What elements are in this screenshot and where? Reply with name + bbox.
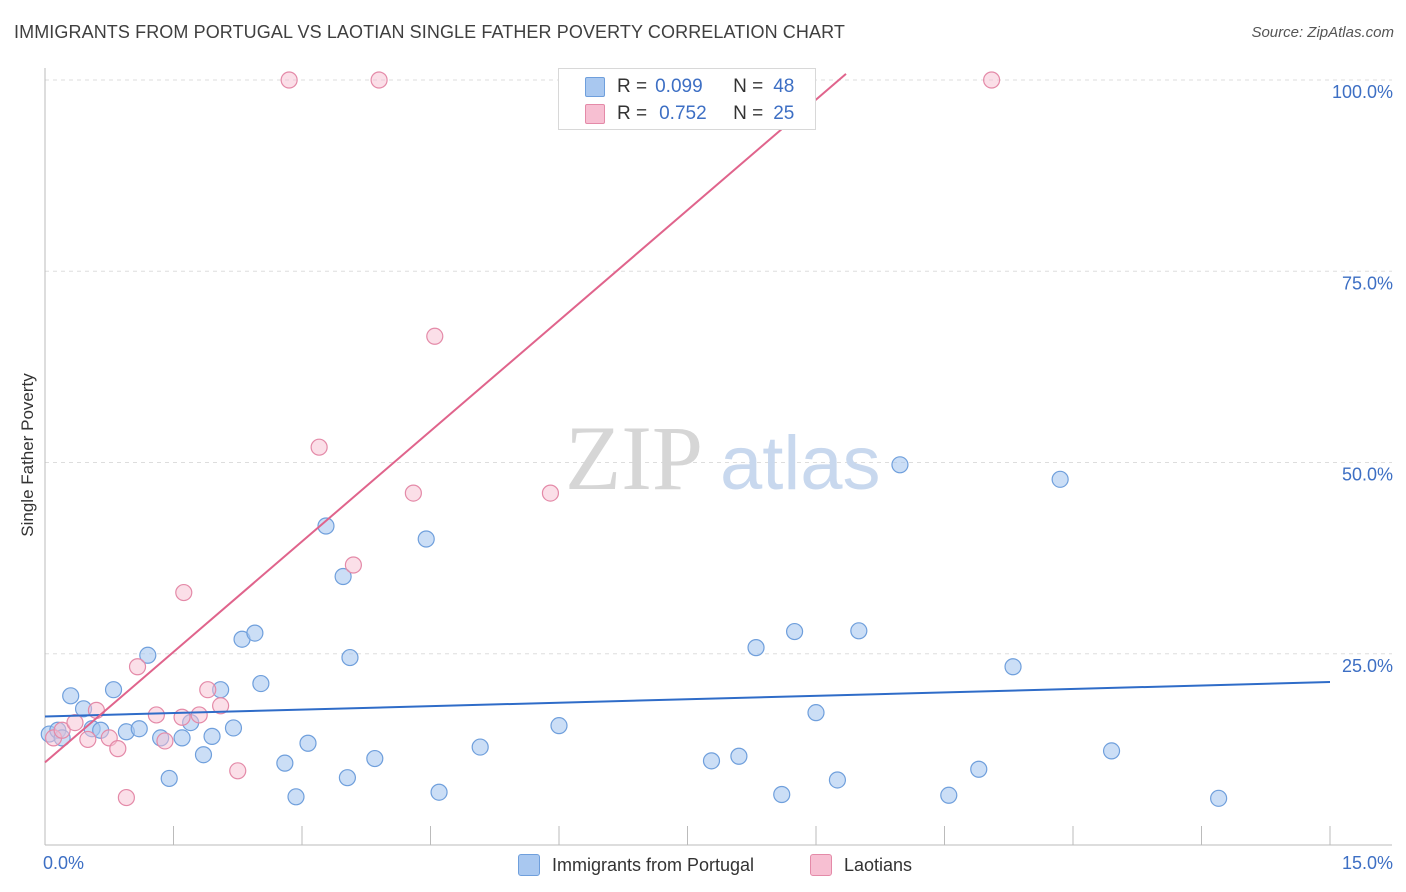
data-point-laotians bbox=[66, 713, 84, 732]
legend-swatch-laotians bbox=[585, 104, 605, 124]
n-value: 25 bbox=[773, 103, 795, 124]
data-point-portugal bbox=[299, 734, 317, 752]
data-point-portugal bbox=[252, 674, 270, 693]
data-point-laotians bbox=[280, 71, 298, 89]
series-laotians-points bbox=[44, 71, 1001, 807]
r-label: R = bbox=[617, 76, 648, 97]
y-tick-label: 50.0% bbox=[1342, 465, 1393, 485]
bottom-legend-portugal: Immigrants from Portugal bbox=[518, 852, 754, 878]
y-tick-label: 100.0% bbox=[1332, 82, 1393, 102]
data-point-laotians bbox=[426, 327, 444, 345]
data-point-portugal bbox=[940, 786, 958, 804]
data-point-portugal bbox=[203, 727, 221, 745]
bottom-legend-label-portugal: Immigrants from Portugal bbox=[552, 854, 755, 875]
bottom-legend-label-laotians: Laotians bbox=[844, 854, 913, 875]
r-value: 0.752 bbox=[659, 103, 707, 124]
data-point-portugal bbox=[417, 530, 435, 548]
data-point-laotians bbox=[147, 706, 165, 724]
x-tick-label-min: 0.0% bbox=[43, 853, 84, 873]
bottom-legend-swatch-laotians bbox=[810, 854, 832, 876]
data-point-laotians bbox=[175, 583, 193, 602]
data-point-laotians bbox=[173, 708, 191, 726]
data-point-portugal bbox=[785, 622, 804, 641]
watermark: ZIP atlas bbox=[565, 407, 881, 509]
data-point-portugal bbox=[430, 783, 448, 801]
trend-lines bbox=[44, 73, 1331, 764]
data-point-portugal bbox=[317, 517, 335, 535]
gridlines bbox=[45, 79, 1392, 655]
data-point-portugal bbox=[246, 624, 264, 642]
n-label: N = bbox=[733, 103, 764, 124]
stats-legend: R = 0.099 N = 48 R = 0.752 N = 25 bbox=[558, 68, 816, 130]
data-point-portugal bbox=[702, 752, 721, 770]
watermark-zip: ZIP bbox=[565, 407, 703, 509]
data-point-portugal bbox=[62, 687, 80, 705]
source-label: Source: ZipAtlas.com bbox=[1251, 24, 1394, 41]
data-point-laotians bbox=[344, 556, 362, 574]
data-point-portugal bbox=[550, 717, 568, 735]
legend-row-portugal: R = 0.099 N = 48 bbox=[585, 74, 794, 100]
data-point-portugal bbox=[341, 648, 359, 667]
legend-row-laotians: R = 0.752 N = 25 bbox=[585, 101, 794, 127]
data-point-laotians bbox=[983, 71, 1001, 89]
data-point-portugal bbox=[1210, 789, 1228, 807]
data-point-laotians bbox=[404, 484, 422, 502]
data-point-laotians bbox=[370, 71, 388, 89]
data-point-laotians bbox=[310, 438, 328, 456]
data-point-portugal bbox=[1102, 742, 1121, 760]
data-point-portugal bbox=[471, 738, 489, 756]
data-point-portugal bbox=[807, 704, 825, 722]
data-point-portugal bbox=[160, 769, 178, 788]
axes bbox=[44, 68, 1392, 846]
data-point-portugal bbox=[828, 771, 847, 789]
tick-labels: 25.0% 50.0% 75.0% 100.0% 0.0% 15.0% bbox=[43, 82, 1393, 873]
y-tick-label: 75.0% bbox=[1342, 273, 1393, 293]
r-label: R = bbox=[617, 103, 648, 124]
data-point-portugal bbox=[730, 747, 748, 765]
data-point-portugal bbox=[366, 749, 384, 768]
data-point-laotians bbox=[109, 740, 127, 758]
n-value: 48 bbox=[773, 76, 795, 97]
data-point-portugal bbox=[224, 719, 243, 737]
data-point-portugal bbox=[334, 567, 352, 586]
data-point-portugal bbox=[891, 456, 909, 474]
bottom-legend-swatch-portugal bbox=[518, 854, 540, 876]
data-point-portugal bbox=[104, 681, 123, 699]
data-point-laotians bbox=[79, 730, 97, 749]
y-tick-label: 25.0% bbox=[1342, 656, 1393, 676]
data-point-portugal bbox=[287, 788, 305, 806]
data-point-portugal bbox=[850, 622, 868, 640]
data-point-portugal bbox=[173, 729, 191, 747]
data-point-laotians bbox=[128, 658, 147, 676]
data-point-laotians bbox=[212, 697, 230, 715]
data-point-portugal bbox=[130, 720, 148, 738]
data-point-portugal bbox=[194, 746, 213, 764]
n-label: N = bbox=[733, 76, 764, 97]
trend-line-portugal bbox=[44, 681, 1331, 718]
trend-line-laotians bbox=[44, 73, 847, 764]
data-point-laotians bbox=[541, 484, 560, 502]
series-portugal-points bbox=[40, 456, 1228, 807]
bottom-legend-laotians: Laotians bbox=[810, 852, 912, 878]
data-point-laotians bbox=[199, 681, 217, 699]
data-point-portugal bbox=[970, 760, 988, 778]
data-point-portugal bbox=[338, 769, 357, 787]
data-point-laotians bbox=[53, 721, 71, 739]
data-point-laotians bbox=[229, 762, 247, 780]
x-tick-label-max: 15.0% bbox=[1342, 853, 1393, 873]
data-point-portugal bbox=[773, 785, 791, 804]
data-point-portugal bbox=[1004, 658, 1022, 676]
data-point-portugal bbox=[276, 754, 294, 772]
data-point-laotians bbox=[117, 788, 135, 807]
data-point-portugal bbox=[1051, 470, 1069, 488]
legend-swatch-portugal bbox=[585, 77, 605, 97]
watermark-atlas: atlas bbox=[720, 421, 881, 506]
r-value: 0.099 bbox=[655, 76, 703, 97]
data-point-portugal bbox=[139, 646, 157, 664]
data-point-laotians bbox=[156, 732, 174, 750]
data-point-portugal bbox=[747, 639, 765, 657]
chart-title: IMMIGRANTS FROM PORTUGAL VS LAOTIAN SING… bbox=[14, 22, 845, 42]
data-point-laotians bbox=[190, 706, 208, 724]
